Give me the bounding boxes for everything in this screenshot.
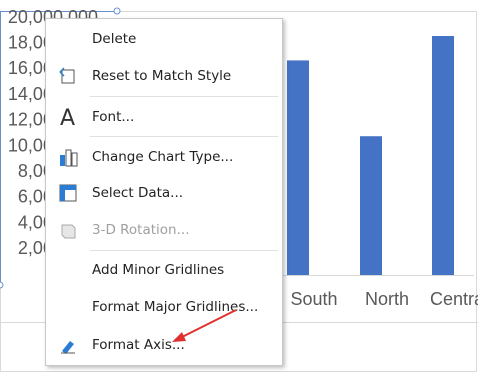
menu-item[interactable]: Format Major Gridlines... [46,292,282,322]
menu-item-label: Format Major Gridlines... [92,299,259,315]
menu-item-label: 3-D Rotation... [92,222,190,238]
menu-item-label: Font... [92,109,135,125]
menu-item-label: Change Chart Type... [92,149,234,165]
menu-item[interactable]: A Font... [46,102,282,132]
separator [90,136,278,137]
menu-item-label: Add Minor Gridlines [92,262,225,278]
menu-item: 3-D Rotation... [46,215,282,245]
chart-type-icon [60,149,78,167]
menu-item[interactable]: Reset to Match Style [46,61,282,91]
rotation-icon [61,224,76,239]
separator [90,250,278,251]
svg-text:A: A [60,107,75,129]
selection-handle[interactable] [0,281,4,289]
menu-item[interactable]: Change Chart Type... [46,142,282,172]
bar [432,35,454,275]
x-tick-label: Central [430,289,478,309]
menu-item[interactable]: Select Data... [46,178,282,208]
menu-item[interactable]: Delete [46,24,282,54]
bar [360,136,382,275]
context-menu[interactable]: Delete Reset to Match Style A Font... Ch… [45,18,283,366]
format-axis-icon [61,341,75,354]
font-icon: A [60,107,75,129]
reset-icon [59,67,75,84]
x-tick-label: South [290,289,337,309]
bar [287,60,309,275]
x-tick-label: North [365,289,409,309]
menu-item-label: Reset to Match Style [92,68,232,84]
select-data-icon [59,184,77,202]
menu-item-label: Format Axis... [92,337,185,353]
menu-item-label: Select Data... [92,185,184,201]
separator [90,96,278,97]
menu-item[interactable]: Format Axis... [46,330,282,360]
menu-item[interactable]: Add Minor Gridlines [46,255,282,285]
menu-item-label: Delete [92,31,137,47]
selection-handle[interactable] [113,7,121,15]
